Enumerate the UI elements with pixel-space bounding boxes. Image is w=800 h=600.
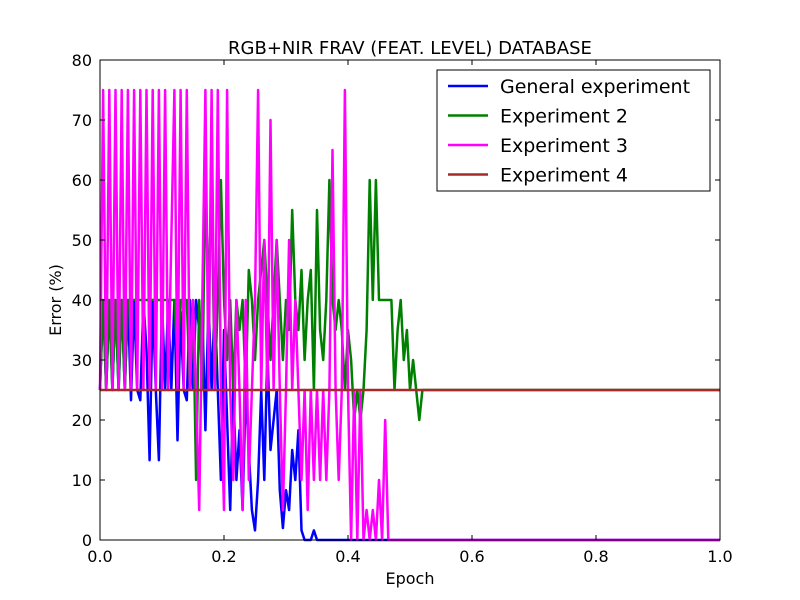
legend-box <box>436 69 711 192</box>
x-tick-label: 1.0 <box>707 547 732 566</box>
legend: General experiment Experiment 2 Experiment… <box>436 69 711 192</box>
y-tick-label: 70 <box>72 111 92 130</box>
y-axis-label: Error (%) <box>46 264 65 336</box>
y-tick-label: 30 <box>72 351 92 370</box>
x-tick-label: 0.8 <box>583 547 608 566</box>
chart-title: RGB+NIR FRAV (FEAT. LEVEL) DATABASE <box>228 38 592 59</box>
y-tick-label: 80 <box>72 51 92 70</box>
x-axis-label: Epoch <box>386 569 435 588</box>
x-tick-label: 0.2 <box>211 547 236 566</box>
legend-label-4: Experiment 4 <box>500 165 628 187</box>
x-tick-label: 0.6 <box>459 547 484 566</box>
y-tick-label: 20 <box>72 411 92 430</box>
series-layer <box>98 88 720 542</box>
y-tick-label: 0 <box>82 531 92 550</box>
legend-label-2: Experiment 2 <box>500 106 628 128</box>
y-tick-label: 50 <box>72 231 92 250</box>
x-tick-label: 0.0 <box>87 547 112 566</box>
legend-label-3: Experiment 3 <box>500 135 628 157</box>
tick-layer: 0.0 0.2 0.4 0.6 0.8 1.0 0 10 20 30 40 50 60 70 80 <box>72 51 733 566</box>
legend-label-1: General experiment <box>500 76 690 98</box>
y-tick-label: 10 <box>72 471 92 490</box>
x-tick-label: 0.4 <box>335 547 360 566</box>
series-line-3 <box>98 88 720 542</box>
y-tick-label: 40 <box>72 291 92 310</box>
y-tick-label: 60 <box>72 171 92 190</box>
